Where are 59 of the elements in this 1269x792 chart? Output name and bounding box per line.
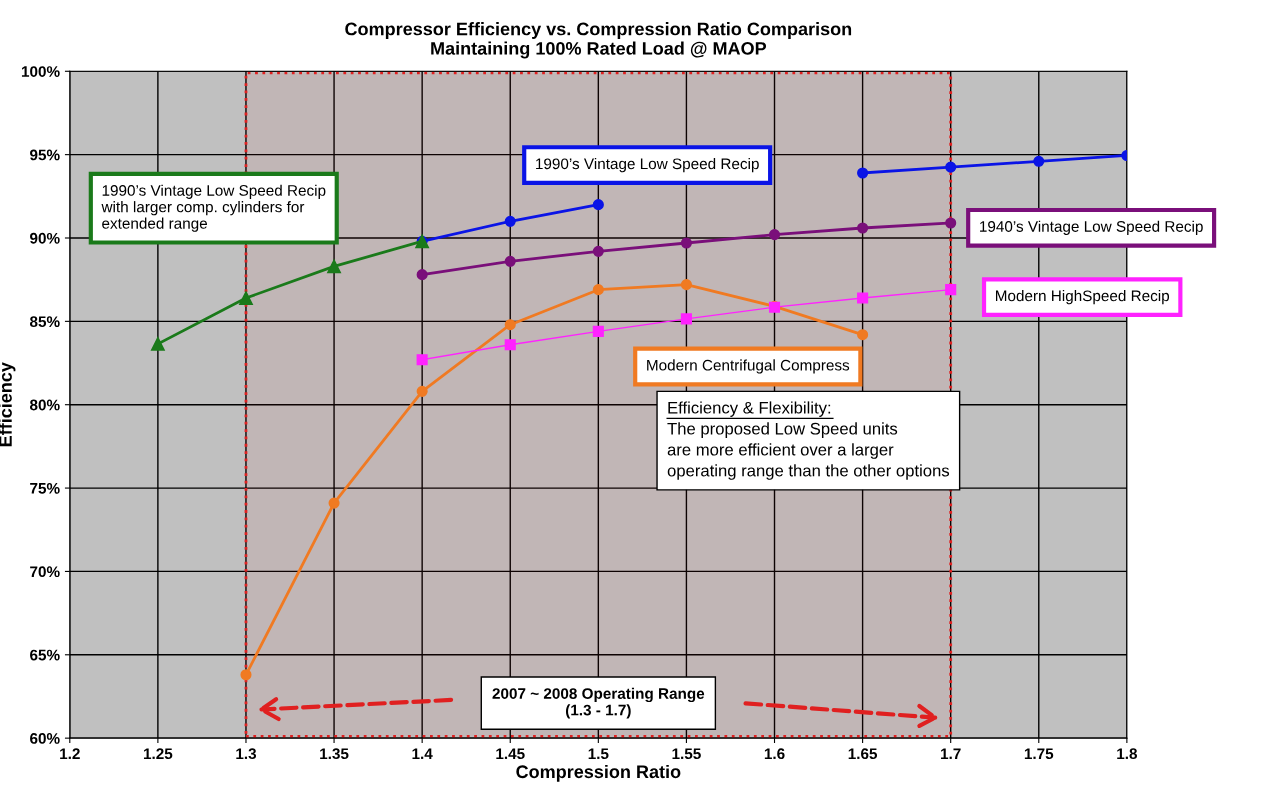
point [680,237,692,249]
point [1033,155,1045,167]
point [416,385,428,397]
point [945,284,957,296]
y-tick-label: 95% [30,149,60,161]
series-label: Modern Centrifugal Compress [647,359,850,374]
y-tick-label: 80% [29,399,60,411]
point [239,291,253,305]
point [680,279,692,291]
point [592,199,604,211]
point [857,167,869,179]
point [504,339,516,351]
x-tick-label: 1.25 [143,748,173,760]
point [945,217,957,229]
x-tick-label: 1.2 [60,748,80,759]
point [857,292,869,304]
point [240,669,252,681]
point [857,222,869,234]
point [416,354,428,366]
x-tick-label: 1.7 [941,748,961,759]
x-tick-label: 1.6 [764,748,785,760]
series-label: 1940’s Vintage Low Speed Recip [980,220,1203,235]
y-tick-label: 65% [30,649,60,661]
chart-title: Compressor Efficiency vs. Compression Ratio Comparison Maintaining 100% Rated Load @ MAOP [345,22,852,59]
x-tick-label: 1.75 [1024,748,1054,760]
y-tick-label: 85% [29,316,60,328]
x-tick-label: 1.45 [496,748,525,760]
point [504,215,516,227]
x-tick-label: 1.3 [236,748,257,760]
point [327,259,342,274]
x-tick-label: 1.35 [320,748,349,760]
y-tick-label: 60% [30,733,60,744]
point [504,255,516,267]
text: Modern HighSpeed Recip [995,290,1170,305]
y-tick-label: 90% [30,232,60,244]
point [416,269,428,281]
point [945,161,957,173]
band-label: 2007 ~ 2008 Operating Range (1.3 - 1.7) [492,687,705,719]
y-tick-label: 75% [30,482,60,494]
point [504,319,516,331]
text: 1990’s Vintage Low Speed Recip [536,157,759,173]
y-tick-label: 70% [30,566,60,578]
y-tick-label: 100% [21,66,60,77]
point [592,245,604,257]
point [150,336,165,351]
point [328,497,340,509]
x-tick-label: 1.65 [848,748,878,760]
point [592,284,604,296]
point [768,229,781,241]
x-tick-label: 1.55 [672,748,701,760]
x-axis-title: Compression Ratio [516,764,681,782]
x-tick-label: 1.5 [588,748,609,760]
annotation: Efficiency & Flexibility: The proposed Low Speed units are more efficient over a larger operating range than the other options [667,401,950,480]
point [857,329,869,341]
point [680,313,692,325]
x-tick-label: 1.8 [1117,748,1138,760]
x-tick-label: 1.4 [412,748,433,759]
point [592,325,604,337]
series-label: 1990’s Vintage Low Speed Recip with larger comp. cylinders for extended range [101,184,326,232]
